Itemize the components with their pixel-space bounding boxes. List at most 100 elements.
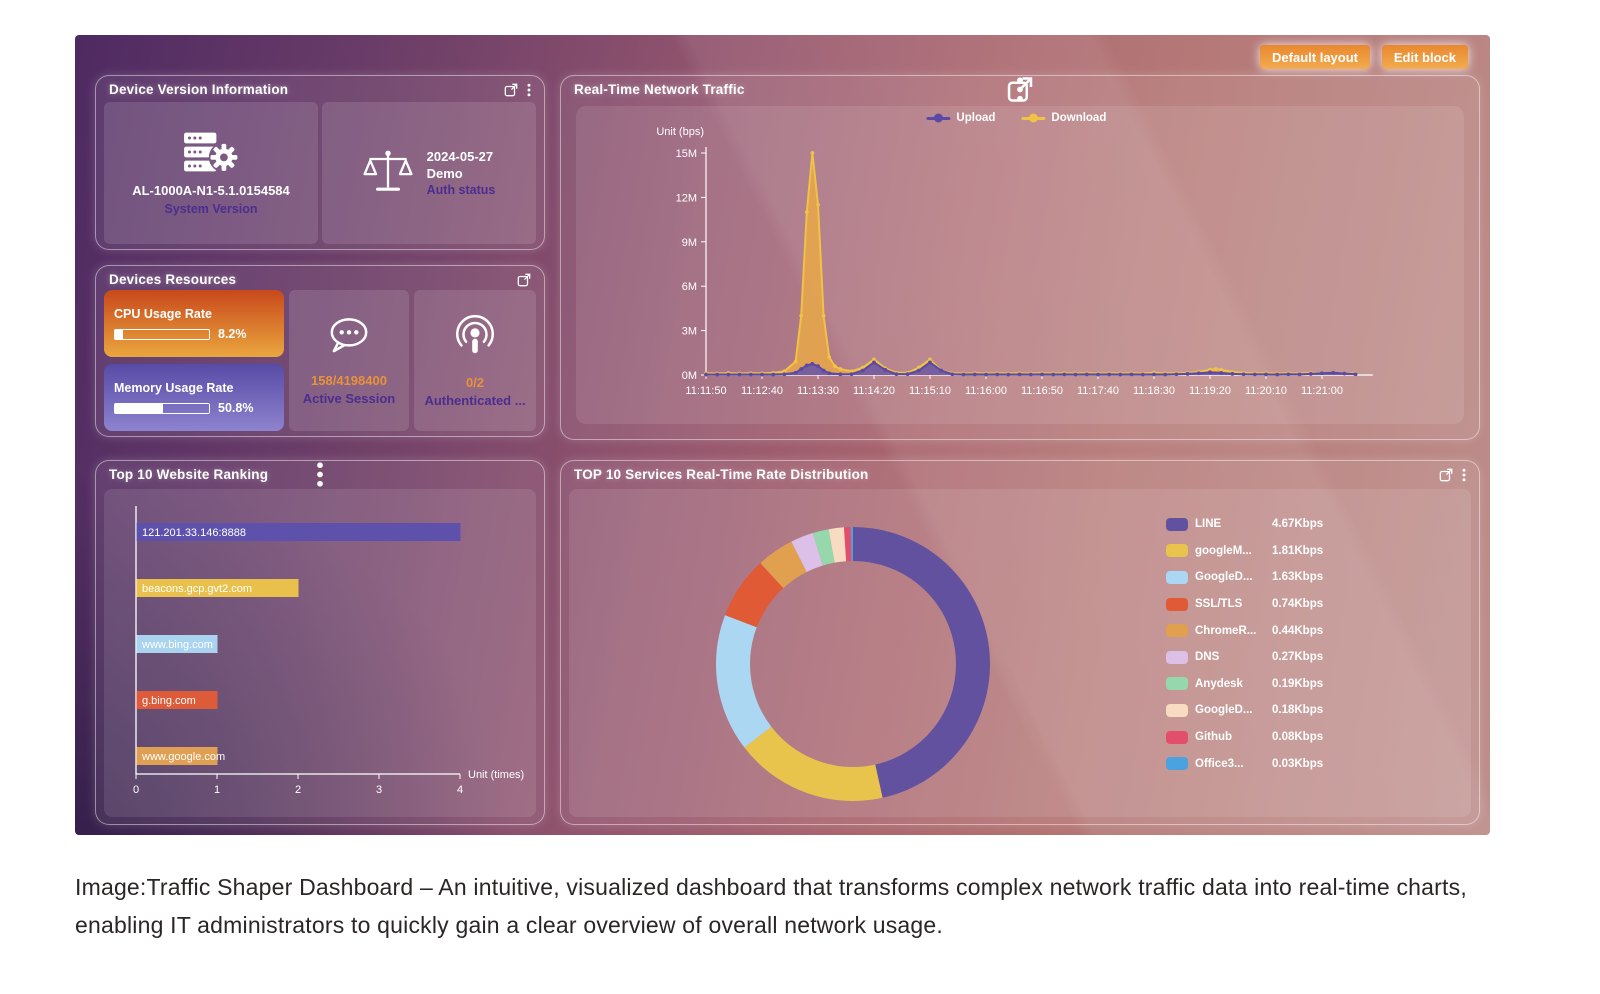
authenticated-label[interactable]: Authenticated ... [424, 393, 526, 408]
podcast-icon [452, 313, 498, 364]
system-version-card: AL-1000A-N1-5.1.0154584 System Version [104, 102, 318, 244]
legend-item-line[interactable]: LINE 4.67Kbps [1166, 511, 1323, 538]
panel-title: Real-Time Network Traffic [574, 82, 745, 97]
svg-text:www.google.com: www.google.com [141, 751, 225, 763]
svg-text:Unit (times): Unit (times) [468, 769, 524, 781]
auth-status-label[interactable]: Auth status [426, 183, 496, 197]
external-link-icon[interactable] [517, 273, 531, 287]
legend-label: googleM... [1195, 544, 1252, 557]
legend-value: 0.27Kbps [1272, 651, 1324, 664]
bar-row: www.bing.com [136, 635, 218, 653]
auth-status-card: 2024-05-27 Demo Auth status [322, 102, 536, 244]
legend-item-github[interactable]: Github 0.08Kbps [1166, 724, 1323, 751]
svg-text:9M: 9M [682, 237, 697, 249]
panel-website-ranking: Top 10 Website Ranking 0 1 2 3 4 Unit (times)… [95, 460, 545, 825]
svg-text:0M: 0M [682, 370, 697, 382]
active-session-label[interactable]: Active Session [302, 391, 396, 406]
cpu-progress-bar [114, 328, 210, 340]
legend-label: ChromeR... [1195, 624, 1257, 637]
legend-item-dns[interactable]: DNS 0.27Kbps [1166, 644, 1323, 671]
auth-name: Demo [426, 166, 463, 181]
panel-network-traffic: Real-Time Network Traffic 0M 3M 6M 9M 12M 15M… [560, 75, 1480, 440]
legend-label: Anydesk [1195, 677, 1243, 690]
legend-item-googlem-[interactable]: googleM... 1.81Kbps [1166, 538, 1323, 565]
legend-item-googled-[interactable]: GoogleD... 1.63Kbps [1166, 564, 1323, 591]
legend-swatch [1166, 730, 1188, 744]
svg-text:0: 0 [133, 784, 139, 796]
legend-swatch [1166, 703, 1188, 717]
traffic-plot-area: 0M 3M 6M 9M 12M 15M 11:11:50 11:12:40 11:13:30 11… [576, 106, 1464, 424]
panel-title: Device Version Information [109, 82, 289, 97]
panel-device-version: Device Version Information [95, 75, 545, 250]
svg-text:11:13:30: 11:13:30 [797, 385, 839, 397]
traffic-legend: Upload Download [926, 112, 1106, 124]
svg-text:11:15:10: 11:15:10 [909, 385, 951, 397]
panel-header: Real-Time Network Traffic [561, 76, 1479, 103]
kebab-menu-icon[interactable] [527, 83, 531, 97]
svg-text:11:11:50: 11:11:50 [685, 385, 726, 397]
svg-text:g.bing.com: g.bing.com [142, 695, 196, 707]
legend-swatch [1166, 757, 1188, 771]
legend-item-chromer-[interactable]: ChromeR... 0.44Kbps [1166, 617, 1323, 644]
cpu-usage-label: CPU Usage Rate [114, 307, 212, 321]
system-version-label[interactable]: System Version [164, 202, 258, 216]
svg-text:3: 3 [376, 784, 382, 796]
services-legend: LINE 4.67Kbps googleM... 1.81Kbps GoogleD...… [1166, 511, 1323, 777]
external-link-icon[interactable] [504, 83, 518, 97]
authenticated-value: 0/2 [465, 375, 485, 390]
panel-header: TOP 10 Services Real-Time Rate Distribut… [561, 461, 1479, 488]
kebab-menu-icon[interactable] [1462, 468, 1466, 482]
legend-label: Office3... [1195, 757, 1244, 770]
external-link-icon[interactable] [1439, 468, 1453, 482]
services-donut-chart [716, 527, 990, 801]
edit-block-button[interactable]: Edit block [1381, 45, 1468, 69]
legend-value: 0.19Kbps [1272, 677, 1324, 690]
panel-header: Devices Resources [96, 266, 544, 293]
svg-text:4: 4 [457, 784, 463, 796]
panel-services-distribution: TOP 10 Services Real-Time Rate Distribut… [560, 460, 1480, 825]
panel-header: Top 10 Website Ranking [96, 461, 544, 488]
legend-swatch [1166, 677, 1188, 691]
legend-value: 0.18Kbps [1272, 704, 1324, 717]
panel-title: TOP 10 Services Real-Time Rate Distribut… [574, 467, 869, 482]
svg-text:11:17:40: 11:17:40 [1077, 385, 1119, 397]
memory-usage-value: 50.8% [218, 401, 254, 415]
legend-swatch [1166, 517, 1188, 531]
svg-text:beacons.gcp.gvt2.com: beacons.gcp.gvt2.com [142, 583, 252, 595]
memory-usage-label: Memory Usage Rate [114, 381, 234, 395]
donut-slice-googled- [716, 527, 990, 801]
legend-label: Upload [956, 112, 996, 124]
legend-swatch [1166, 650, 1188, 664]
image-caption: Image:Traffic Shaper Dashboard – An intu… [75, 874, 1467, 938]
legend-item-anydesk[interactable]: Anydesk 0.19Kbps [1166, 671, 1323, 698]
auth-date: 2024-05-27 [426, 149, 494, 164]
legend-label: SSL/TLS [1195, 598, 1243, 611]
website-bar-chart: 0 1 2 3 4 Unit (times) 121.201.33.146:8888 beac… [133, 506, 524, 796]
svg-text:11:16:00: 11:16:00 [965, 385, 1007, 397]
svg-text:6M: 6M [682, 281, 697, 293]
services-plot-area: LINE 4.67Kbps googleM... 1.81Kbps GoogleD...… [569, 489, 1471, 817]
bar-row: 121.201.33.146:8888 [136, 523, 461, 541]
panel-title: Top 10 Website Ranking [109, 467, 269, 482]
legend-label: Github [1195, 731, 1233, 744]
svg-text:121.201.33.146:8888: 121.201.33.146:8888 [142, 527, 246, 539]
traffic-chart: 0M 3M 6M 9M 12M 15M 11:11:50 11:12:40 11:13:30 11… [656, 126, 1373, 397]
memory-usage-card: Memory Usage Rate 50.8% [104, 364, 284, 431]
legend-item-googled-[interactable]: GoogleD... 0.18Kbps [1166, 697, 1323, 724]
chat-ellipsis-icon [324, 315, 374, 362]
default-layout-button[interactable]: Default layout [1260, 45, 1370, 69]
cpu-usage-card: CPU Usage Rate 8.2% [104, 290, 284, 357]
legend-item-ssl-tls[interactable]: SSL/TLS 0.74Kbps [1166, 591, 1323, 618]
bar-row: www.google.com [136, 747, 225, 765]
legend-value: 0.03Kbps [1272, 757, 1324, 770]
legend-value: 4.67Kbps [1272, 518, 1324, 531]
legend-swatch [1166, 570, 1188, 584]
legend-label: GoogleD... [1195, 571, 1253, 584]
legend-swatch [1166, 624, 1188, 638]
legend-swatch [1166, 597, 1188, 611]
legend-item-upload[interactable]: Upload [926, 112, 995, 124]
donut-slice-googlem- [716, 527, 990, 801]
legend-item-office3-[interactable]: Office3... 0.03Kbps [1166, 750, 1323, 777]
legend-item-download[interactable]: Download [1021, 112, 1106, 124]
legend-marker [1021, 113, 1046, 123]
